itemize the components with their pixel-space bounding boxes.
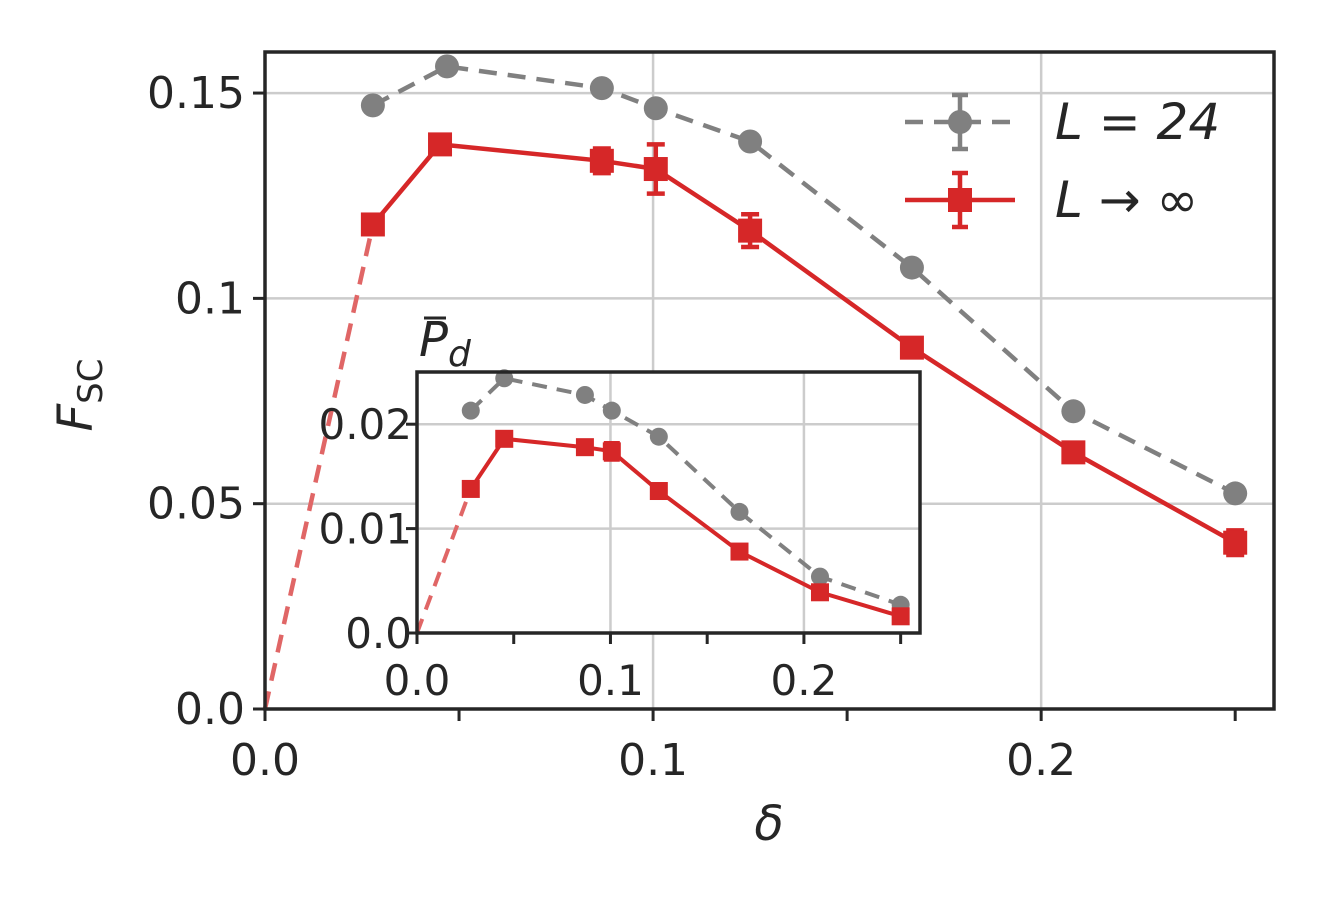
point-square	[360, 212, 385, 237]
y-axis-label: FSC	[48, 359, 111, 432]
inset-point-square	[602, 442, 621, 461]
inset-point-circle	[602, 401, 621, 420]
point-circle	[738, 129, 763, 154]
inset-point-square	[891, 607, 910, 626]
x-tick-label: 0.1	[618, 735, 688, 786]
point-square	[738, 218, 763, 243]
inset-point-circle	[730, 502, 749, 521]
x-axis-label: δ	[754, 796, 783, 852]
inset-y-tick-label: 0.01	[318, 505, 412, 554]
inset-point-square	[649, 482, 668, 501]
inset-x-tick-label: 0.1	[577, 656, 644, 705]
point-circle	[360, 93, 385, 118]
point-square	[589, 148, 614, 173]
point-circle	[643, 96, 668, 121]
inset-point-square	[461, 479, 480, 498]
inset-x-tick-label: 0.2	[771, 656, 838, 705]
inset-y-tick-label: 0.0	[345, 609, 412, 658]
inset-point-circle	[810, 567, 829, 586]
inset-point-circle	[461, 401, 480, 420]
inset-point-circle	[649, 427, 668, 446]
legend-label-0: L = 24	[1055, 93, 1220, 151]
point-circle	[1061, 399, 1086, 424]
series-line-2	[262, 224, 376, 710]
legend-marker-square	[948, 188, 972, 212]
inset-series-line-0	[469, 376, 902, 607]
inset-point-square	[495, 429, 514, 448]
main-plot: 0.0 0.1 0.2 0.0 0.05 0.1 0.15 δ FSC	[48, 50, 1276, 852]
y-tick-label: 0.15	[147, 68, 245, 119]
point-square	[1223, 530, 1248, 555]
legend-label-1: L → ∞	[1055, 171, 1198, 229]
point-circle	[1223, 481, 1248, 506]
legend: L = 24 L → ∞	[905, 92, 1220, 230]
point-square	[1061, 440, 1086, 465]
point-circle	[435, 54, 460, 79]
inset-plot-background	[417, 372, 920, 633]
inset-point-circle	[575, 385, 594, 404]
point-square	[899, 335, 924, 360]
inset-point-square	[730, 542, 749, 561]
plot-frame	[263, 50, 1276, 711]
inset-series-line-1	[469, 436, 902, 619]
y-tick-label: 0.05	[147, 479, 245, 530]
inset-title-main: P	[419, 312, 448, 368]
inset-x-tick-label: 0.0	[384, 656, 451, 705]
inset-series-line-2	[415, 488, 473, 634]
inset-plot-frame	[415, 370, 922, 635]
inset-point-circle	[495, 369, 514, 388]
point-square	[643, 157, 668, 182]
inset-title-sub: d	[448, 334, 472, 375]
inset-y-tick-label: 0.02	[318, 400, 412, 449]
x-tick-label: 0.0	[230, 735, 300, 786]
y-tick-label: 0.0	[175, 684, 245, 735]
point-circle	[899, 255, 924, 280]
x-tick-label: 0.2	[1006, 735, 1076, 786]
point-circle	[589, 76, 614, 101]
y-tick-label: 0.1	[175, 273, 245, 324]
inset-title: Pd	[419, 312, 472, 375]
legend-marker-circle	[948, 110, 972, 134]
y-axis-label-main: F	[48, 402, 104, 431]
series-line-1	[371, 142, 1237, 545]
inset-point-square	[575, 438, 594, 457]
inset-point-square	[810, 583, 829, 602]
y-axis-label-sub: SC	[71, 359, 111, 404]
point-square	[428, 132, 453, 157]
